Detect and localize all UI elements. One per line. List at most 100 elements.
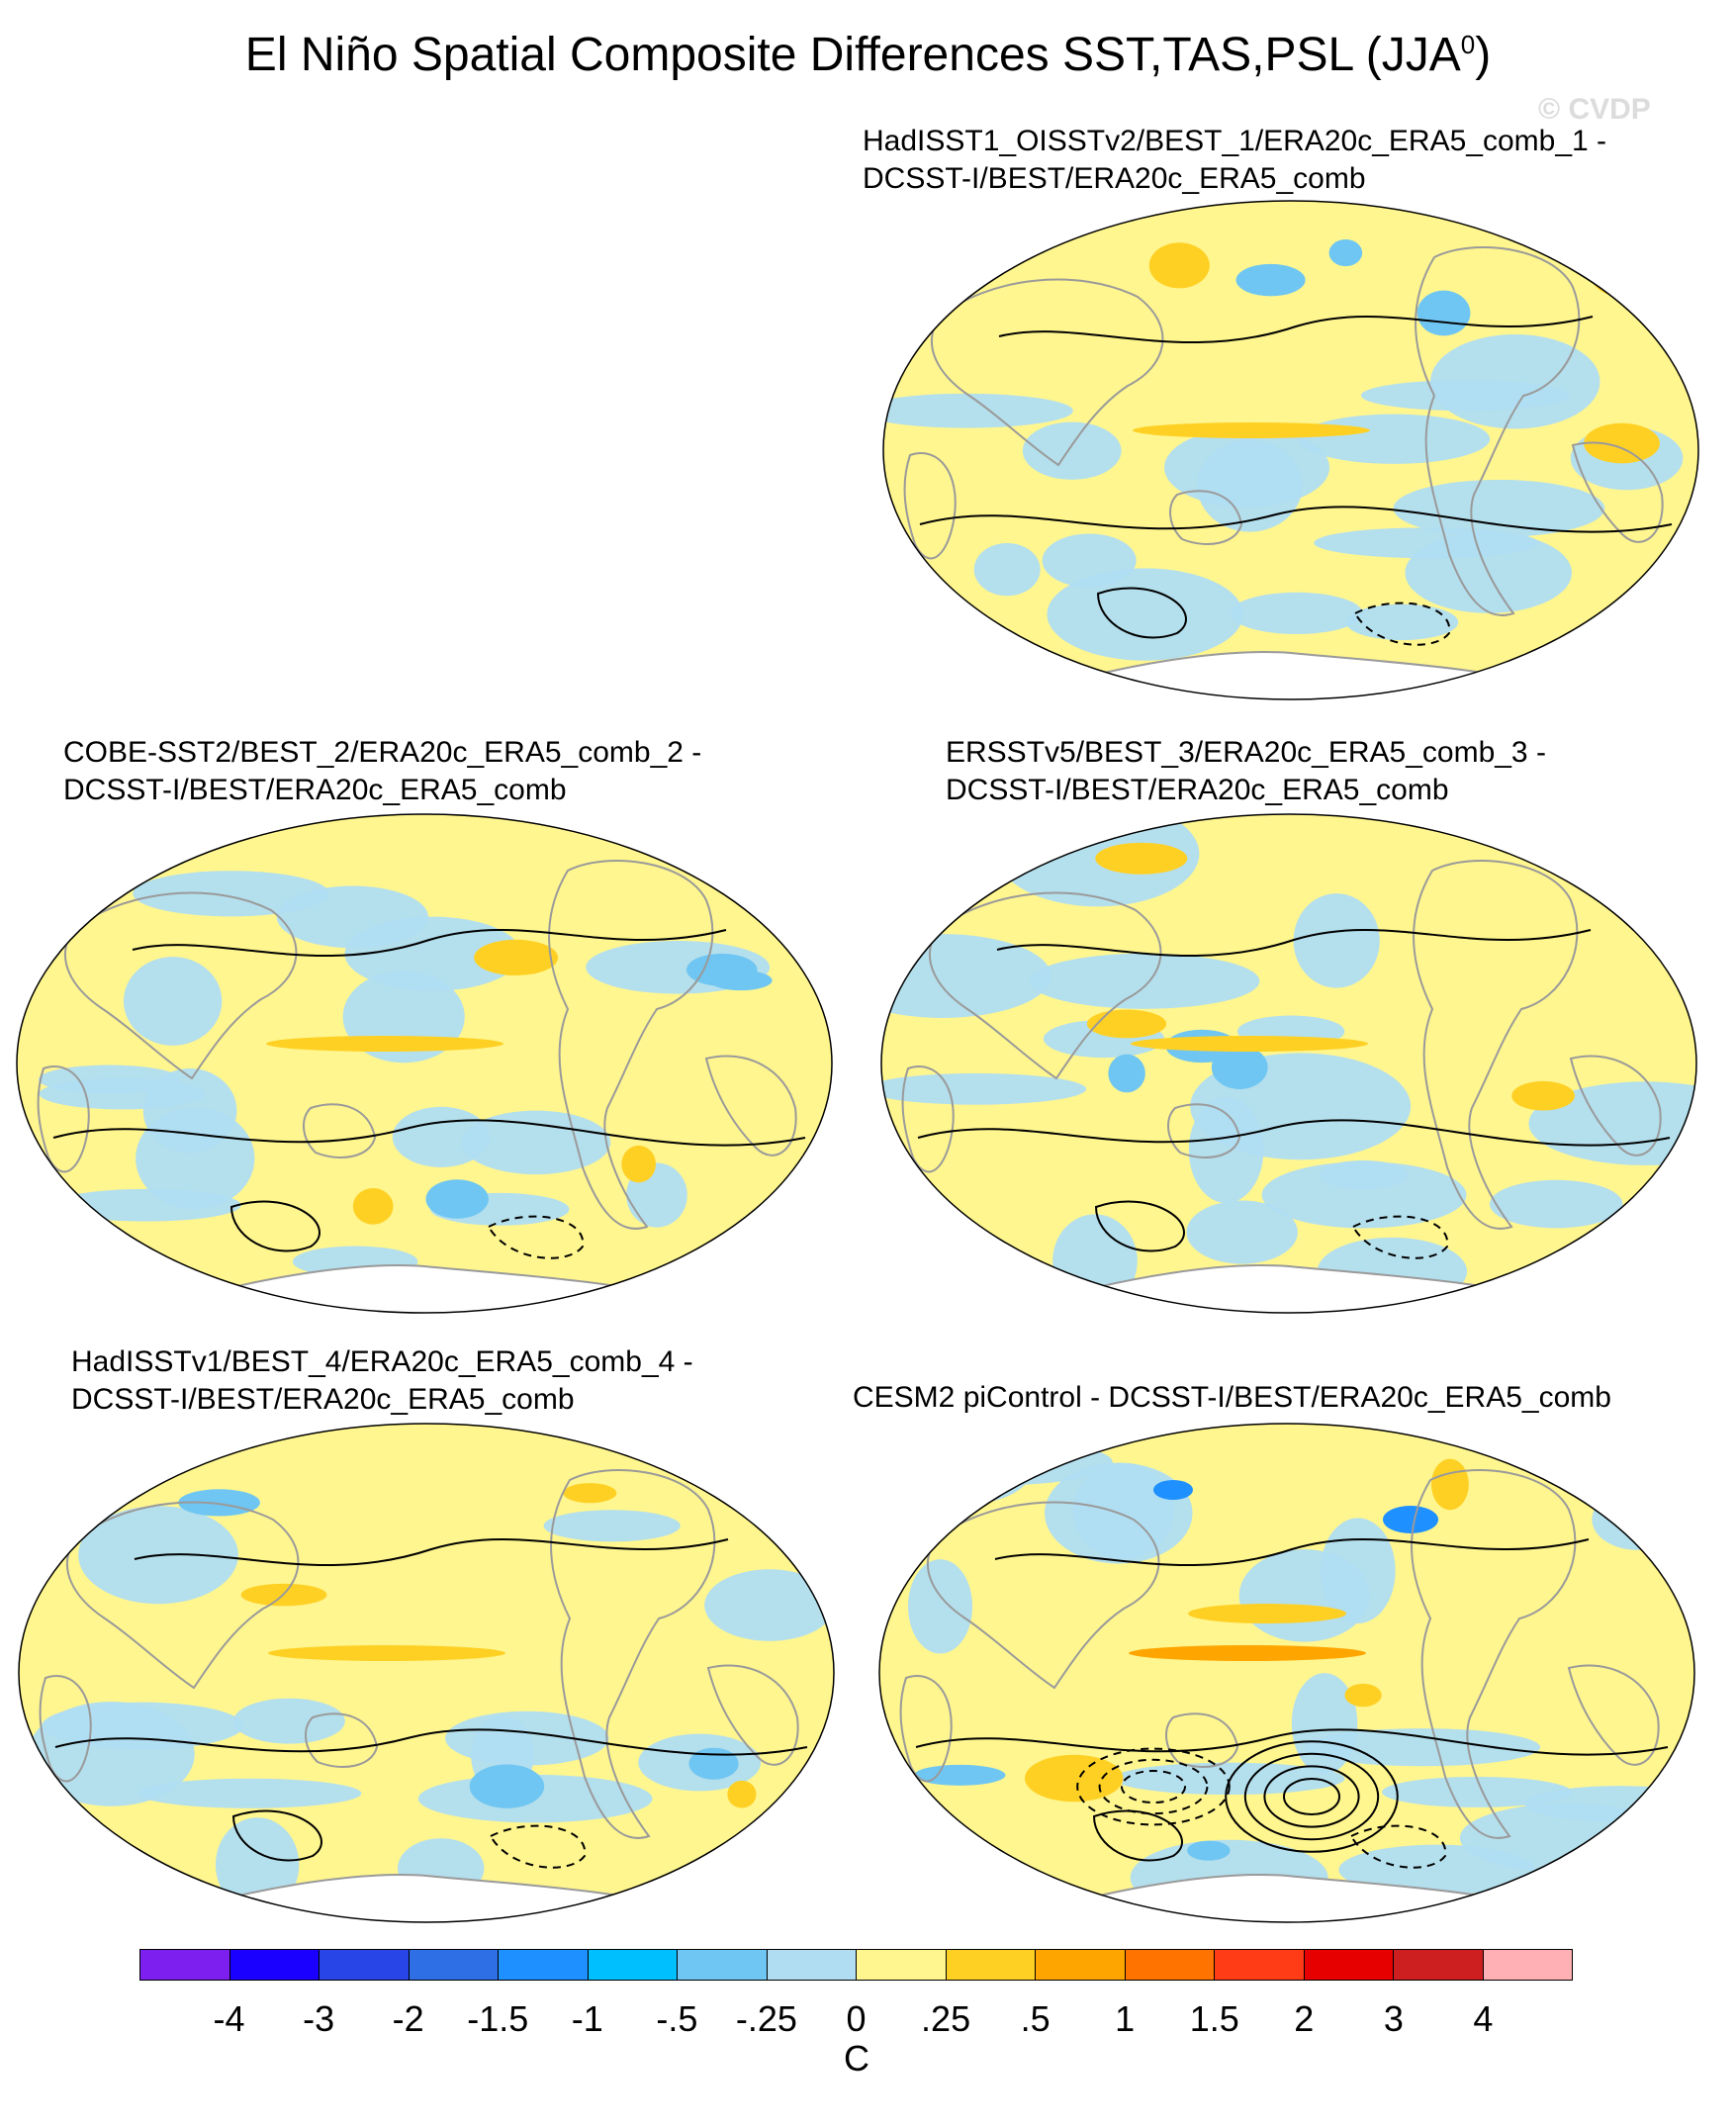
colorbar-swatch	[499, 1950, 589, 1980]
colorbar-tick-label: 0	[846, 1998, 867, 2039]
equatorial-warm-band	[1129, 1645, 1366, 1661]
psl-contour	[915, 1728, 1669, 1756]
cool-anomaly-region	[133, 871, 329, 917]
cool-anomaly-region	[1393, 479, 1605, 537]
colorbar-swatch	[1304, 1950, 1394, 1980]
cool-anomaly-spot	[1211, 1045, 1268, 1089]
coastline	[901, 1065, 955, 1173]
warm-anomaly-spot	[727, 1780, 757, 1808]
psl-contour	[1263, 1765, 1360, 1828]
cool-anomaly-region	[1320, 1518, 1396, 1623]
coastline	[1569, 1055, 1662, 1157]
colorbar-swatch	[140, 1950, 230, 1980]
cool-anomaly-region	[1338, 1844, 1535, 1896]
psl-contour-negative	[1121, 1770, 1186, 1804]
cool-anomaly-region	[1314, 527, 1539, 559]
cool-anomaly-region	[19, 1825, 121, 1857]
psl-contour	[54, 1728, 808, 1756]
map-border	[882, 200, 1699, 700]
coastline	[926, 1501, 1160, 1690]
colorbar-tick-label: 3	[1383, 1998, 1404, 2039]
colorbar-swatch	[678, 1950, 768, 1980]
cool-anomaly-spot	[1235, 263, 1306, 297]
cool-anomaly-spot	[1590, 1439, 1631, 1490]
cool-anomaly-region	[1052, 1214, 1138, 1308]
psl-contour	[134, 1538, 729, 1566]
psl-contour	[1092, 1809, 1183, 1862]
cool-anomaly-region	[1489, 1179, 1623, 1229]
cool-anomaly-spot	[469, 1764, 545, 1808]
colorbar-swatch	[1036, 1950, 1126, 1980]
panel-3-label: ERSSTv5/BEST_3/ERA20c_ERA5_comb_3 - DCSST…	[946, 736, 1546, 806]
cool-anomaly-spot	[1416, 290, 1471, 336]
warm-anomaly-spot	[1344, 1683, 1382, 1708]
warm-anomaly-spot	[1430, 1458, 1469, 1511]
cool-anomaly-region	[543, 1510, 681, 1542]
colorbar-tick-label: -4	[213, 1998, 245, 2039]
warm-anomaly-spot	[1511, 1080, 1575, 1111]
coastline	[1571, 441, 1664, 543]
warm-anomaly-spot	[352, 1187, 394, 1225]
cool-anomaly-region	[123, 957, 223, 1046]
colorbar-swatch	[1125, 1950, 1215, 1980]
warm-anomaly-spot	[563, 1483, 617, 1504]
psl-contour-negative	[489, 1824, 587, 1869]
equatorial-warm-band	[1131, 1036, 1368, 1052]
colorbar-units: C	[844, 2038, 869, 2079]
psl-contour-negative	[487, 1215, 585, 1259]
cool-anomaly-region	[907, 1559, 973, 1654]
cool-anomaly-region	[1293, 893, 1380, 988]
colorbar-tick-label: 4	[1473, 1998, 1494, 2039]
cool-anomaly-region	[137, 1778, 362, 1808]
cool-anomaly-spot	[178, 1489, 260, 1517]
warm-anomaly-spot	[1148, 242, 1210, 289]
panel-2-map	[16, 813, 833, 1314]
cool-anomaly-region	[1029, 953, 1260, 1009]
cool-anomaly-region	[39, 1077, 206, 1110]
cool-anomaly-spot	[1187, 1840, 1231, 1861]
warm-anomaly-spot	[1188, 1604, 1346, 1623]
equatorial-warm-band	[1133, 422, 1370, 438]
cool-anomaly-region	[232, 1698, 345, 1744]
colorbar-tick-label: -1.5	[467, 1998, 529, 2039]
cool-anomaly-spot	[709, 970, 773, 991]
psl-contour	[917, 1119, 1671, 1147]
psl-contour	[919, 506, 1673, 533]
warm-anomaly-spot	[1025, 1754, 1124, 1803]
cool-anomaly-region	[1047, 568, 1243, 661]
coastline	[65, 1501, 300, 1690]
psl-contour	[231, 1809, 322, 1862]
panel-4-label: HadISSTv1/BEST_4/ERA20c_ERA5_comb_4 - DCS…	[71, 1345, 693, 1416]
coastline	[305, 1712, 379, 1768]
colorbar-swatch	[1394, 1950, 1484, 1980]
cool-anomaly-region	[1261, 1161, 1467, 1229]
map-border	[878, 1423, 1695, 1923]
colorbar-swatch	[857, 1950, 947, 1980]
warm-anomaly-spot	[621, 1145, 657, 1183]
coastline	[1169, 490, 1243, 545]
psl-contour	[1225, 1740, 1399, 1853]
coastline	[550, 1469, 716, 1839]
colorbar	[139, 1949, 1573, 1981]
cool-anomaly-region	[136, 1107, 255, 1210]
colorbar-swatch	[1215, 1950, 1305, 1980]
equatorial-warm-band	[268, 1645, 505, 1661]
cool-anomaly-region	[973, 543, 1041, 597]
cool-anomaly-spot	[425, 1179, 489, 1219]
coastline	[930, 278, 1164, 467]
cool-anomaly-spot	[1328, 238, 1363, 267]
coastline	[548, 860, 714, 1230]
warm-anomaly-spot	[1592, 256, 1682, 300]
cool-anomaly-spot	[914, 1764, 1006, 1786]
panel-4-map	[18, 1423, 835, 1923]
cool-anomaly-region	[48, 1858, 166, 1892]
map-border	[880, 813, 1697, 1314]
coastline	[63, 891, 298, 1080]
psl-contour	[1243, 1752, 1380, 1841]
colorbar-swatch	[588, 1950, 678, 1980]
warm-anomaly-spot	[1095, 842, 1188, 875]
map-field	[17, 814, 832, 1313]
coastline	[1415, 246, 1581, 616]
coastline	[1165, 1712, 1239, 1768]
coastline	[39, 1675, 92, 1783]
